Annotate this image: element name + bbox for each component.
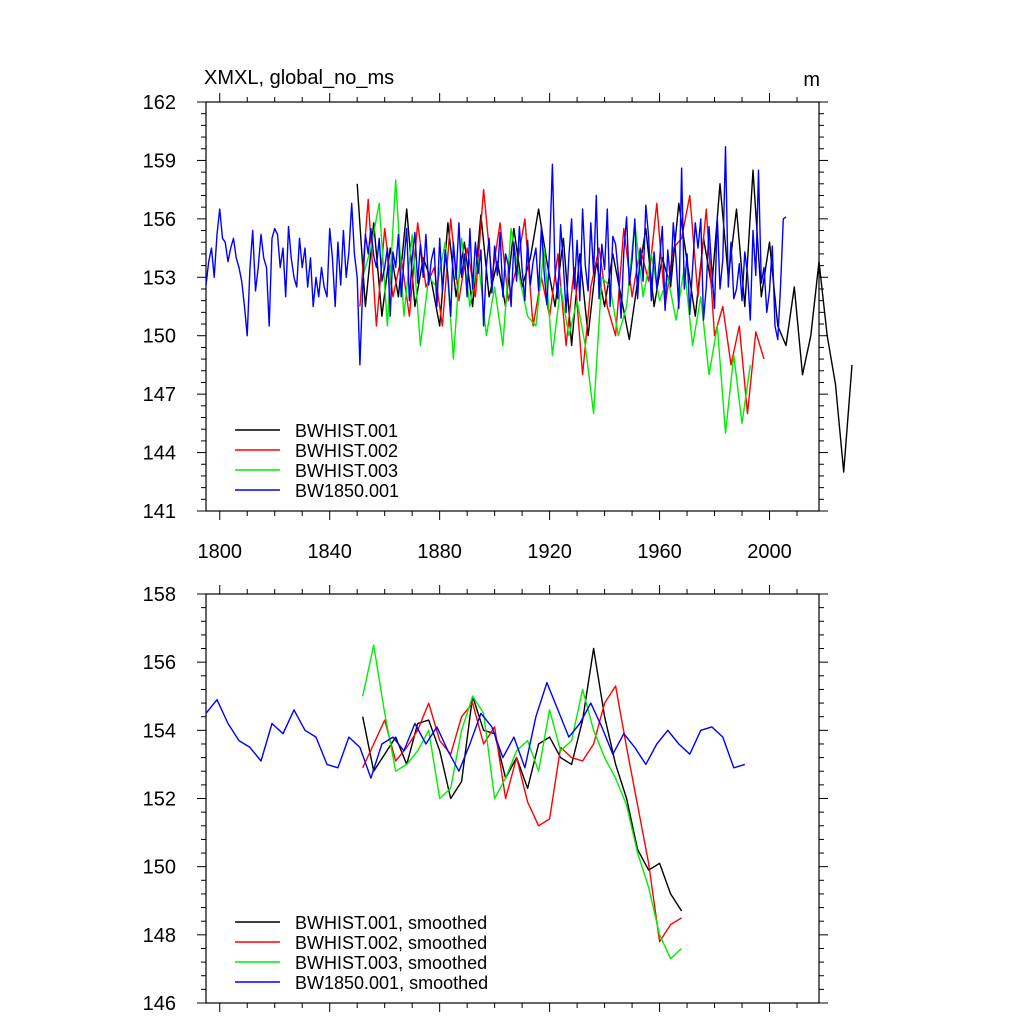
y-tick-label: 153 <box>143 267 176 289</box>
y-tick-label: 156 <box>143 652 176 674</box>
legend-label: BWHIST.001 <box>295 421 398 441</box>
series-line-1-3 <box>205 681 746 779</box>
bottom-panel: 146 148 150 152 154 156 158 BWHIST.001, smooth… <box>143 584 828 1015</box>
legend-label: BWHIST.001, smoothed <box>295 913 487 933</box>
series-line-0-3 <box>205 146 787 366</box>
series-line-1-0 <box>362 647 683 912</box>
y-tick-label: 146 <box>143 993 176 1015</box>
x-tick-label: 2000 <box>747 541 792 563</box>
top-plot-frame <box>205 101 820 512</box>
y-tick-label: 154 <box>143 720 176 742</box>
series-line-0-0 <box>356 169 853 473</box>
y-tick-label: 144 <box>143 443 176 465</box>
x-tick-label: 1960 <box>637 541 682 563</box>
y-tick-label: 141 <box>143 501 176 523</box>
top-axis-ticks: 141 144 147 150 153 156 159 162 1800 1840 1880 1920… <box>143 92 828 563</box>
bottom-axis-ticks: 146 148 150 152 154 156 158 <box>143 584 828 1015</box>
y-tick-label: 162 <box>143 92 176 114</box>
top-series-group <box>205 146 853 473</box>
legend-label: BWHIST.003, smoothed <box>295 953 487 973</box>
y-tick-label: 147 <box>143 384 176 406</box>
x-tick-label: 1800 <box>197 541 242 563</box>
top-chart-title: XMXL, global_no_ms <box>204 67 394 89</box>
legend-label: BWHIST.002 <box>295 441 398 461</box>
y-tick-label: 156 <box>143 209 176 231</box>
x-tick-label: 1920 <box>527 541 572 563</box>
top-panel: XMXL, global_no_ms m 1411441471501531561… <box>143 67 853 563</box>
top-chart-units: m <box>803 69 820 91</box>
y-tick-label: 152 <box>143 789 176 811</box>
series-line-1-1 <box>362 685 682 943</box>
legend-label: BWHIST.003 <box>295 461 398 481</box>
x-tick-label: 1840 <box>307 541 352 563</box>
series-line-0-2 <box>362 179 751 434</box>
y-tick-label: 148 <box>143 925 176 947</box>
legend-label: BWHIST.002, smoothed <box>295 933 487 953</box>
y-tick-label: 159 <box>143 150 176 172</box>
series-line-1-2 <box>362 644 683 960</box>
legend-label: BW1850.001 <box>295 481 399 501</box>
y-tick-label: 150 <box>143 857 176 879</box>
y-tick-label: 158 <box>143 584 176 606</box>
legend-label: BW1850.001, smoothed <box>295 973 488 993</box>
bottom-series-group <box>205 644 746 960</box>
x-tick-label: 1880 <box>417 541 462 563</box>
y-tick-label: 150 <box>143 326 176 348</box>
